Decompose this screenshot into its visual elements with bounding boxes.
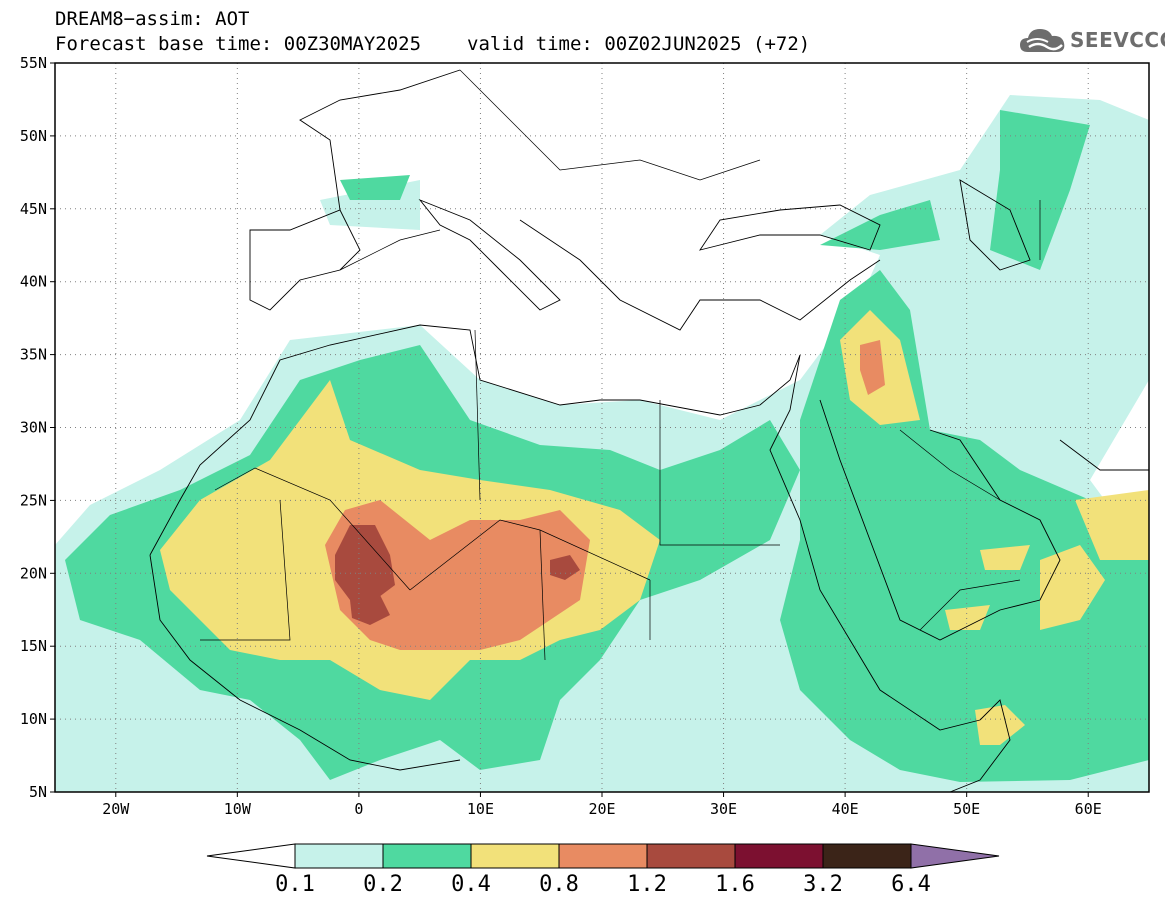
colorbar-swatch [382,843,472,869]
france-coast [299,69,461,211]
lat-tick-label: 15N [20,637,47,655]
colorbar-swatch [558,843,648,869]
lon-tick-label: 10E [467,800,494,818]
horn-of-africa-coast [949,699,1011,792]
lon-tick-label: 20W [102,800,130,818]
colorbar [206,843,1000,869]
map-axes: 55N 50N 45N 40N 35N 30N 25N 20N 15N 10N 5N 20W 10W 0 1… [20,54,1102,818]
black-sea-coast [698,204,881,251]
colorbar-swatch [822,843,912,869]
aot-level-0.8 [325,340,885,650]
valid-time: valid time: 00Z02JUN2025 (+72) [467,33,811,55]
lon-tick-label: 10W [224,800,252,818]
west-africa-coast [149,554,461,771]
lat-tick-label: 55N [20,54,47,72]
lat-tick-label: 45N [20,200,47,218]
colorbar-level-label: 6.4 [891,872,931,897]
colorbar-swatch [470,843,560,869]
lon-tick-label: 20E [588,800,615,818]
colorbar-over-arrow [910,843,1000,869]
forecast-times: Forecast base time: 00Z30MAY2025 valid ti… [55,33,810,55]
lon-tick-label: 50E [953,800,980,818]
colorbar-level-label: 0.8 [539,872,579,897]
cloud-icon [1020,29,1065,52]
country-borders [200,69,1041,661]
caspian-coast [959,179,1031,271]
red-sea-west-coast [769,354,981,731]
border-chad [539,529,546,661]
lat-tick-label: 25N [20,491,47,509]
logo-text: SEEVCCC [1070,28,1165,52]
colorbar-level-label: 1.6 [715,872,755,897]
coastlines [149,69,1149,792]
arabia-coast [819,399,1061,641]
lon-tick-label: 30E [710,800,737,818]
colorbar-level-label: 0.1 [275,872,315,897]
lat-tick-label: 35N [20,346,47,364]
lat-tick-label: 40N [20,273,47,291]
colorbar-level-label: 0.4 [451,872,491,897]
base-time: Forecast base time: 00Z30MAY2025 [55,33,422,55]
lon-tick-label: 40E [832,800,859,818]
lat-tick-label: 20N [20,564,47,582]
title-line: DREAM8−assim: AOT [55,8,250,30]
border-niger-chad [409,519,651,591]
map-title: DREAM8−assim: AOT [55,8,249,30]
border-gulf [899,429,1001,501]
seevccc-logo: SEEVCCC [1018,24,1165,58]
border-tunisia-libya [474,329,481,501]
lon-tick-label: 0 [354,800,363,818]
colorbar-under-arrow [206,843,296,869]
border-egypt-sudan [659,400,780,546]
colorbar-level-label: 1.2 [627,872,667,897]
border-yemen [919,579,1021,631]
border-mali [200,499,291,641]
aot-level-1.2 [335,525,580,625]
lat-tick-label: 5N [29,783,47,801]
iran-coast [1059,439,1149,471]
border-europe-2 [459,69,761,181]
colorbar-swatch [294,843,384,869]
colorbar-level-label: 0.2 [363,872,403,897]
lat-tick-label: 50N [20,127,47,145]
balkan-turkey-coast [519,219,881,331]
colorbar-swatch [646,843,736,869]
border-europe-1 [339,229,441,271]
colorbar-level-label: 3.2 [803,872,843,897]
lat-tick-label: 10N [20,710,47,728]
italy-coast [418,198,561,311]
lon-tick-label: 60E [1075,800,1102,818]
border-algeria-south [214,467,411,591]
north-africa-coast [149,324,801,556]
colorbar-swatch [734,843,824,869]
lat-tick-label: 30N [20,419,47,437]
